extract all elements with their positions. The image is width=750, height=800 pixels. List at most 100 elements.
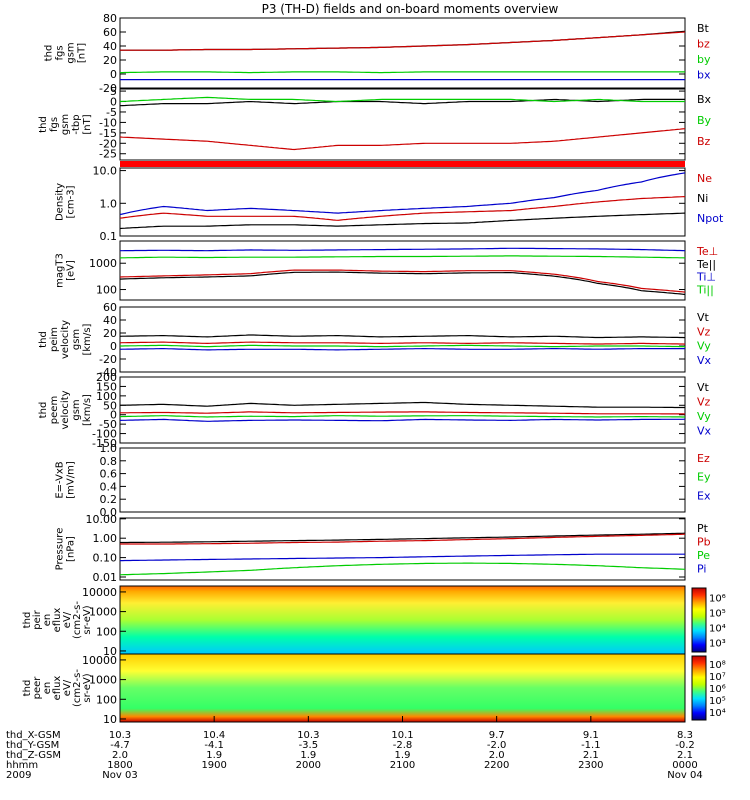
y-tick-label: 5 [110,85,117,98]
spectrogram-fill [120,586,685,654]
series-line-Vz [119,341,686,345]
series-line-Bz [119,128,686,151]
series-line-Vy [120,344,685,348]
colorbar [691,587,707,653]
y-tick-label: 0 [110,68,117,81]
ephemeris-value: 2200 [484,760,509,771]
y-axis-label: E=-VxB [55,461,66,498]
y-tick-label: -40 [99,366,117,379]
y-axis-label: eV/ [62,611,73,628]
colorbar-tick-label: 10⁵ [709,696,726,707]
y-tick-label: 150 [96,380,117,393]
legend-Vz: Vz [697,325,711,338]
ephemeris-value: -3.5 [299,740,319,751]
y-axis-label: fgs [49,117,60,132]
spectrogram-fill [120,654,685,722]
ephemeris-value: 2.1 [583,750,599,761]
y-axis-label: sr-eV) [82,673,93,702]
legend-Pt: Pt [697,522,709,535]
legend-Pb: Pb [697,536,711,549]
colorbar-tick-label: 10³ [709,639,726,650]
y-axis-label: velocity [60,390,71,429]
y-tick-label: 200 [96,371,117,384]
y-axis-label: thd [38,331,49,348]
y-axis-label: en [42,614,53,627]
y-tick-label: 10.0 [93,165,118,178]
y-axis-label: eflux [52,608,63,633]
y-tick-label: -50 [99,418,117,431]
y-axis-label: gsm [60,114,71,135]
legend-Bx: Bx [697,93,712,106]
y-tick-label: 100 [96,390,117,403]
legend-Bz: Bz [697,135,711,148]
panel-frame [119,167,686,237]
ephemeris-value: 8.3 [677,730,693,741]
y-tick-label: 20 [103,327,117,340]
panel-frame [119,17,686,89]
series-line-Pe [119,562,686,576]
series-line-Vt [119,334,686,339]
y-tick-label: 50 [103,399,117,412]
y-tick-label: 1.0 [100,197,118,210]
y-axis-label: [nT] [82,114,93,134]
colorbar-tick-label: 10⁶ [709,684,726,695]
y-tick-label: 0.01 [93,571,118,584]
series-line-Pi [120,553,685,562]
ephemeris-value: 2300 [578,760,603,771]
ephemeris-value: -2.0 [487,740,507,751]
legend-Vt: Vt [697,381,710,394]
ephemeris-value: 2100 [390,760,415,771]
y-axis-label: -tbp [71,114,82,134]
ephemeris-value: 1900 [201,760,226,771]
ephemeris-value: -2.8 [393,740,413,751]
legend-Ez: Ez [697,452,710,465]
ephemeris-value: 1800 [107,760,132,771]
legend-Ti||: Ti|| [696,283,714,296]
ephemeris-table: thd_X-GSM 10.3 10.4 10.3 10.1 9.7 9.1 8.3 thd_Y-… [6,716,703,781]
colorbar-tick-label: 10⁶ [709,594,726,605]
y-tick-label: 0.2 [100,493,118,506]
y-axis-label: peir [32,609,43,629]
panel-frame [119,376,686,444]
y-tick-label: 40 [103,40,117,53]
legend-Vt: Vt [697,311,710,324]
y-axis-label: eV/ [62,679,73,696]
panel-frame [119,306,686,373]
y-axis-label: eflux [52,676,63,701]
panel-2: 0.1 1.0 10.0 Density [cm-3] Ne Ni Npot [55,165,724,243]
y-tick-label: 10000 [82,586,117,599]
y-tick-label: 100 [96,693,117,706]
ephemeris-value: 1.9 [300,750,316,761]
y-tick-label: 100 [96,284,117,297]
y-tick-label: 60 [103,26,117,39]
y-axis-label: thd [38,402,49,419]
panel-frame [119,240,686,301]
separator-bar [120,161,685,167]
y-axis-label: Pressure [55,528,66,571]
y-axis-label: (cm2-s- [72,669,83,707]
y-tick-label: -20 [99,353,117,366]
y-axis-label: magT3 [55,253,66,288]
ephemeris-value: -0.2 [675,740,695,751]
y-axis-label: [mV/m] [66,461,77,499]
series-line-Ne [119,196,686,221]
date-label-start: Nov 03 [102,770,137,781]
y-axis-label: [cm-3] [66,185,77,218]
ephemeris-value: 10.3 [109,730,131,741]
series-line-Vx [119,418,686,422]
ephemeris-value: -4.1 [204,740,224,751]
legend-Ti⊥: Ti⊥ [696,271,716,284]
ephemeris-value: 2.1 [677,750,693,761]
y-axis-label: [nPa] [66,536,77,562]
y-tick-label: 10 [103,645,117,658]
series-line-bz [120,31,686,51]
y-axis-label: peer [32,676,43,700]
date-label-end: Nov 04 [667,770,702,781]
ephemeris-value: 9.7 [489,730,505,741]
y-tick-label: 1000 [89,257,117,270]
